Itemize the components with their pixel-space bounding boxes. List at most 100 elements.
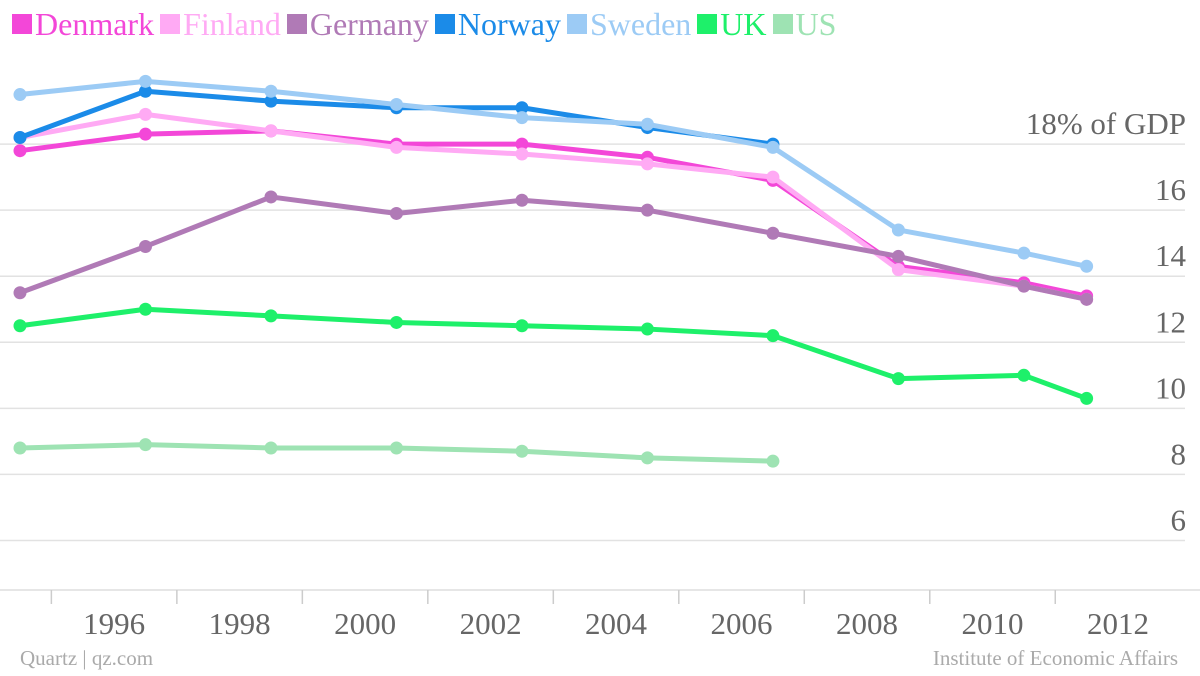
legend-label: UK — [720, 5, 767, 42]
legend-label: Sweden — [589, 5, 692, 42]
x-tick-label: 2004 — [585, 606, 648, 641]
data-point — [640, 117, 654, 131]
data-point — [13, 286, 27, 300]
data-point — [766, 329, 780, 343]
legend-entry: Germany — [286, 5, 429, 43]
data-point — [515, 101, 529, 115]
data-point — [1080, 292, 1094, 306]
data-point — [138, 127, 152, 141]
data-point — [264, 94, 278, 108]
legend-entry: UK — [697, 5, 767, 43]
data-point — [766, 140, 780, 154]
data-point — [1017, 368, 1031, 382]
y-tick-label: 18% of GDP — [1026, 106, 1186, 141]
grid-layer — [0, 143, 1185, 542]
legend-swatch — [434, 14, 455, 34]
data-point — [640, 322, 654, 336]
data-point — [1080, 391, 1094, 405]
series-uk — [13, 302, 1094, 405]
data-point — [389, 140, 403, 154]
data-point — [515, 319, 529, 333]
data-point — [1080, 259, 1094, 273]
data-point — [138, 438, 152, 452]
data-point — [138, 302, 152, 316]
data-point — [640, 203, 654, 217]
data-point — [389, 315, 403, 329]
legend-entry: Sweden — [566, 5, 692, 43]
y-tick-label: 12 — [1155, 304, 1186, 339]
footer-credit: Quartz | qz.com — [20, 646, 154, 670]
data-point — [264, 309, 278, 323]
series-line — [17, 128, 1090, 299]
legend-label: Finland — [183, 5, 281, 42]
x-tick-label: 2006 — [711, 606, 773, 641]
data-point — [389, 97, 403, 111]
data-point — [766, 454, 780, 468]
data-point — [13, 441, 27, 455]
legend-swatch — [12, 14, 32, 34]
data-point — [891, 223, 905, 237]
legend-entry: Finland — [160, 6, 281, 43]
data-point — [13, 144, 27, 158]
y-tick-label: 6 — [1171, 502, 1187, 537]
data-point — [1017, 246, 1031, 260]
x-axis: 1996 1998 2000 2002 2004 2006 2008 2010 2012 — [0, 589, 1200, 641]
series-line — [17, 78, 1090, 269]
legend-entry: Norway — [434, 5, 561, 43]
legend-swatch — [160, 14, 181, 34]
y-axis-labels: 6 8 10 12 14 16 18% of GDP — [1026, 106, 1187, 537]
data-point — [389, 441, 403, 455]
data-point — [138, 107, 152, 121]
legend-label: US — [795, 5, 837, 42]
series-us — [13, 438, 780, 468]
data-point — [515, 193, 529, 207]
x-tick-label: 2012 — [1087, 606, 1149, 641]
data-point — [264, 441, 278, 455]
y-tick-label: 8 — [1171, 436, 1187, 471]
data-point — [138, 239, 152, 253]
data-point — [389, 206, 403, 220]
x-tick-label: 1996 — [83, 606, 145, 641]
footer-source: Institute of Economic Affairs — [932, 646, 1178, 670]
series-germany — [13, 190, 1094, 306]
data-point — [891, 263, 905, 277]
series-line — [17, 194, 1090, 302]
data-point — [13, 88, 27, 102]
x-tick-label: 1998 — [209, 606, 271, 641]
x-tick-label: 2010 — [962, 606, 1024, 641]
x-tick-label: 2002 — [460, 606, 522, 641]
data-point — [640, 451, 654, 465]
data-point — [515, 137, 529, 151]
legend-entry: Denmark — [12, 6, 154, 43]
series-layer — [13, 74, 1094, 468]
legend-label: Germany — [309, 5, 429, 42]
legend-swatch — [772, 14, 793, 34]
data-point — [891, 249, 905, 263]
legend-swatch — [286, 14, 307, 34]
data-point — [515, 111, 529, 125]
data-point — [515, 147, 529, 161]
series-sweden — [13, 74, 1094, 273]
series-line — [17, 111, 1090, 302]
data-point — [1017, 279, 1031, 293]
x-tick-label: 2008 — [836, 606, 898, 641]
legend: Denmark Finland Germany Norway Sweden UK US — [12, 4, 842, 44]
data-point — [515, 444, 529, 458]
y-tick-label: 16 — [1155, 172, 1186, 207]
data-point — [264, 124, 278, 138]
legend-swatch — [697, 14, 718, 34]
data-point — [766, 170, 780, 184]
data-point — [264, 84, 278, 98]
y-tick-label: 14 — [1155, 238, 1187, 273]
data-point — [138, 84, 152, 98]
y-tick-label: 10 — [1155, 370, 1186, 405]
data-point — [138, 74, 152, 88]
data-point — [13, 130, 27, 144]
data-point — [264, 190, 278, 204]
x-tick-label: 2000 — [334, 606, 396, 641]
legend-entry: US — [772, 5, 837, 43]
legend-label: Norway — [457, 5, 561, 42]
data-point — [640, 157, 654, 171]
series-line — [17, 306, 1090, 401]
